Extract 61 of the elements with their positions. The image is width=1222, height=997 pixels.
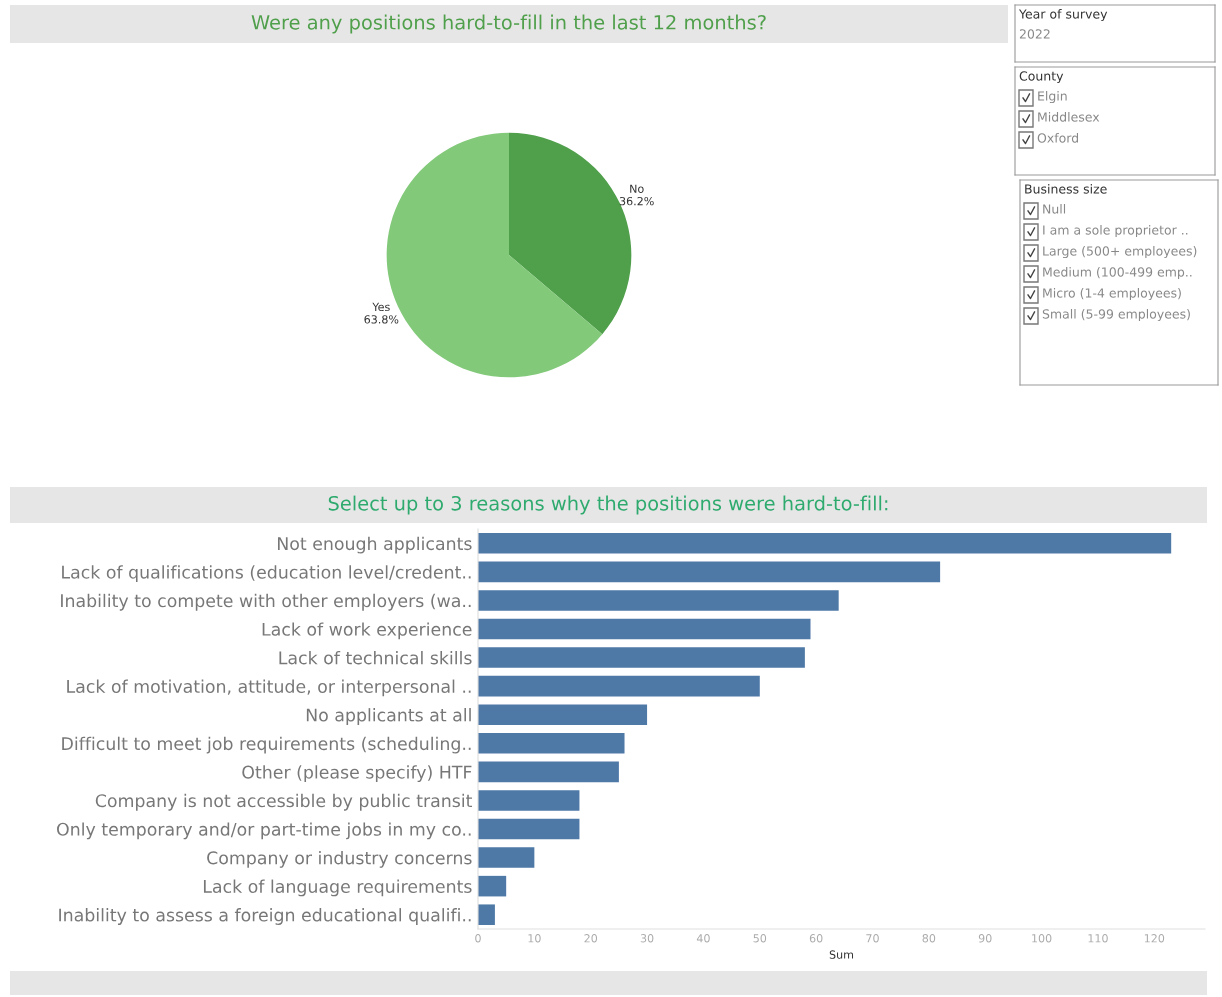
y-tick-label: No applicants at all (306, 708, 471, 725)
bar (478, 647, 805, 668)
data-label: 63.8% (364, 315, 399, 324)
category-label: Medium (100-499 emp.. (1043, 267, 1192, 280)
x-tick-label: 120 (1144, 934, 1165, 943)
text: Business size (1025, 184, 1107, 194)
category-label: Middlesex (1038, 112, 1100, 122)
y-tick-label: Inability to compete with other employers (wa.. (61, 593, 471, 611)
y-tick-label: Company is not accessible by public transit (95, 793, 473, 811)
bar (478, 761, 619, 783)
bar (478, 818, 580, 840)
bar (478, 561, 941, 583)
x-tick-label: 40 (696, 934, 710, 943)
x-tick-label: 90 (978, 934, 992, 943)
data-label: 36.2% (619, 196, 654, 206)
y-tick-label: Difficult to meet job requirements (scheduling.. (62, 736, 471, 754)
chart-title: Select up to 3 reasons why the positions were hard-to-fill: (328, 495, 888, 515)
x-tick-label: 100 (1032, 934, 1052, 943)
y-tick-label: Lack of work experience (262, 622, 472, 640)
x-tick-label: 10 (528, 934, 541, 943)
y-tick-label: Inability to assess a foreign educational qualifi.. (59, 908, 471, 925)
bar (478, 875, 507, 897)
y-tick-label: Lack of motivation, attitude, or interpersonal .. (67, 679, 471, 697)
x-tick-label: 50 (753, 934, 767, 943)
bar (478, 618, 811, 640)
category-label: Large (500+ employees) (1043, 246, 1197, 259)
category-label: Null (1043, 204, 1066, 214)
text: County (1019, 71, 1064, 84)
bar (478, 904, 495, 925)
bar (478, 590, 839, 611)
y-tick-label: Only temporary and/or part-time jobs in my co.. (57, 822, 471, 840)
category-label: Small (5-99 employees) (1042, 309, 1190, 322)
x-tick-label: 0 (475, 934, 481, 943)
y-tick-label: Lack of qualifications (education level/credent.. (62, 565, 471, 583)
bar (478, 790, 580, 811)
slice-label: No (630, 184, 644, 193)
bar (478, 847, 535, 868)
x-tick-label: 110 (1088, 934, 1108, 943)
y-tick-label: Other (please specify) HTF (242, 765, 472, 783)
text: Year of survey (1018, 9, 1108, 22)
bar (478, 704, 648, 725)
slice-label: Yes (372, 302, 390, 312)
chart-title: Were any positions hard-to-fill in the last 12 months? (251, 14, 766, 34)
x-tick-label: 70 (866, 934, 879, 943)
category-label: Micro (1-4 employees) (1043, 288, 1181, 301)
x-axis-title: Sum (829, 950, 854, 959)
bar (478, 675, 760, 697)
y-tick-label: Not enough applicants (277, 536, 472, 554)
x-tick-label: 60 (809, 934, 823, 943)
category-label: Oxford (1037, 133, 1078, 143)
y-tick-label: Company or industry concerns (207, 850, 472, 868)
x-tick-label: 80 (922, 934, 936, 943)
y-tick-label: Lack of technical skills (279, 650, 472, 665)
x-tick-label: 20 (584, 934, 598, 943)
category-label: Elgin (1038, 91, 1067, 104)
x-tick-label: 30 (640, 934, 654, 943)
bar (478, 533, 1172, 554)
bar (478, 733, 625, 754)
y-tick-label: Lack of language requirements (203, 879, 472, 897)
category-label: I am a sole proprietor .. (1043, 225, 1188, 238)
text: 2022 (1019, 29, 1050, 39)
